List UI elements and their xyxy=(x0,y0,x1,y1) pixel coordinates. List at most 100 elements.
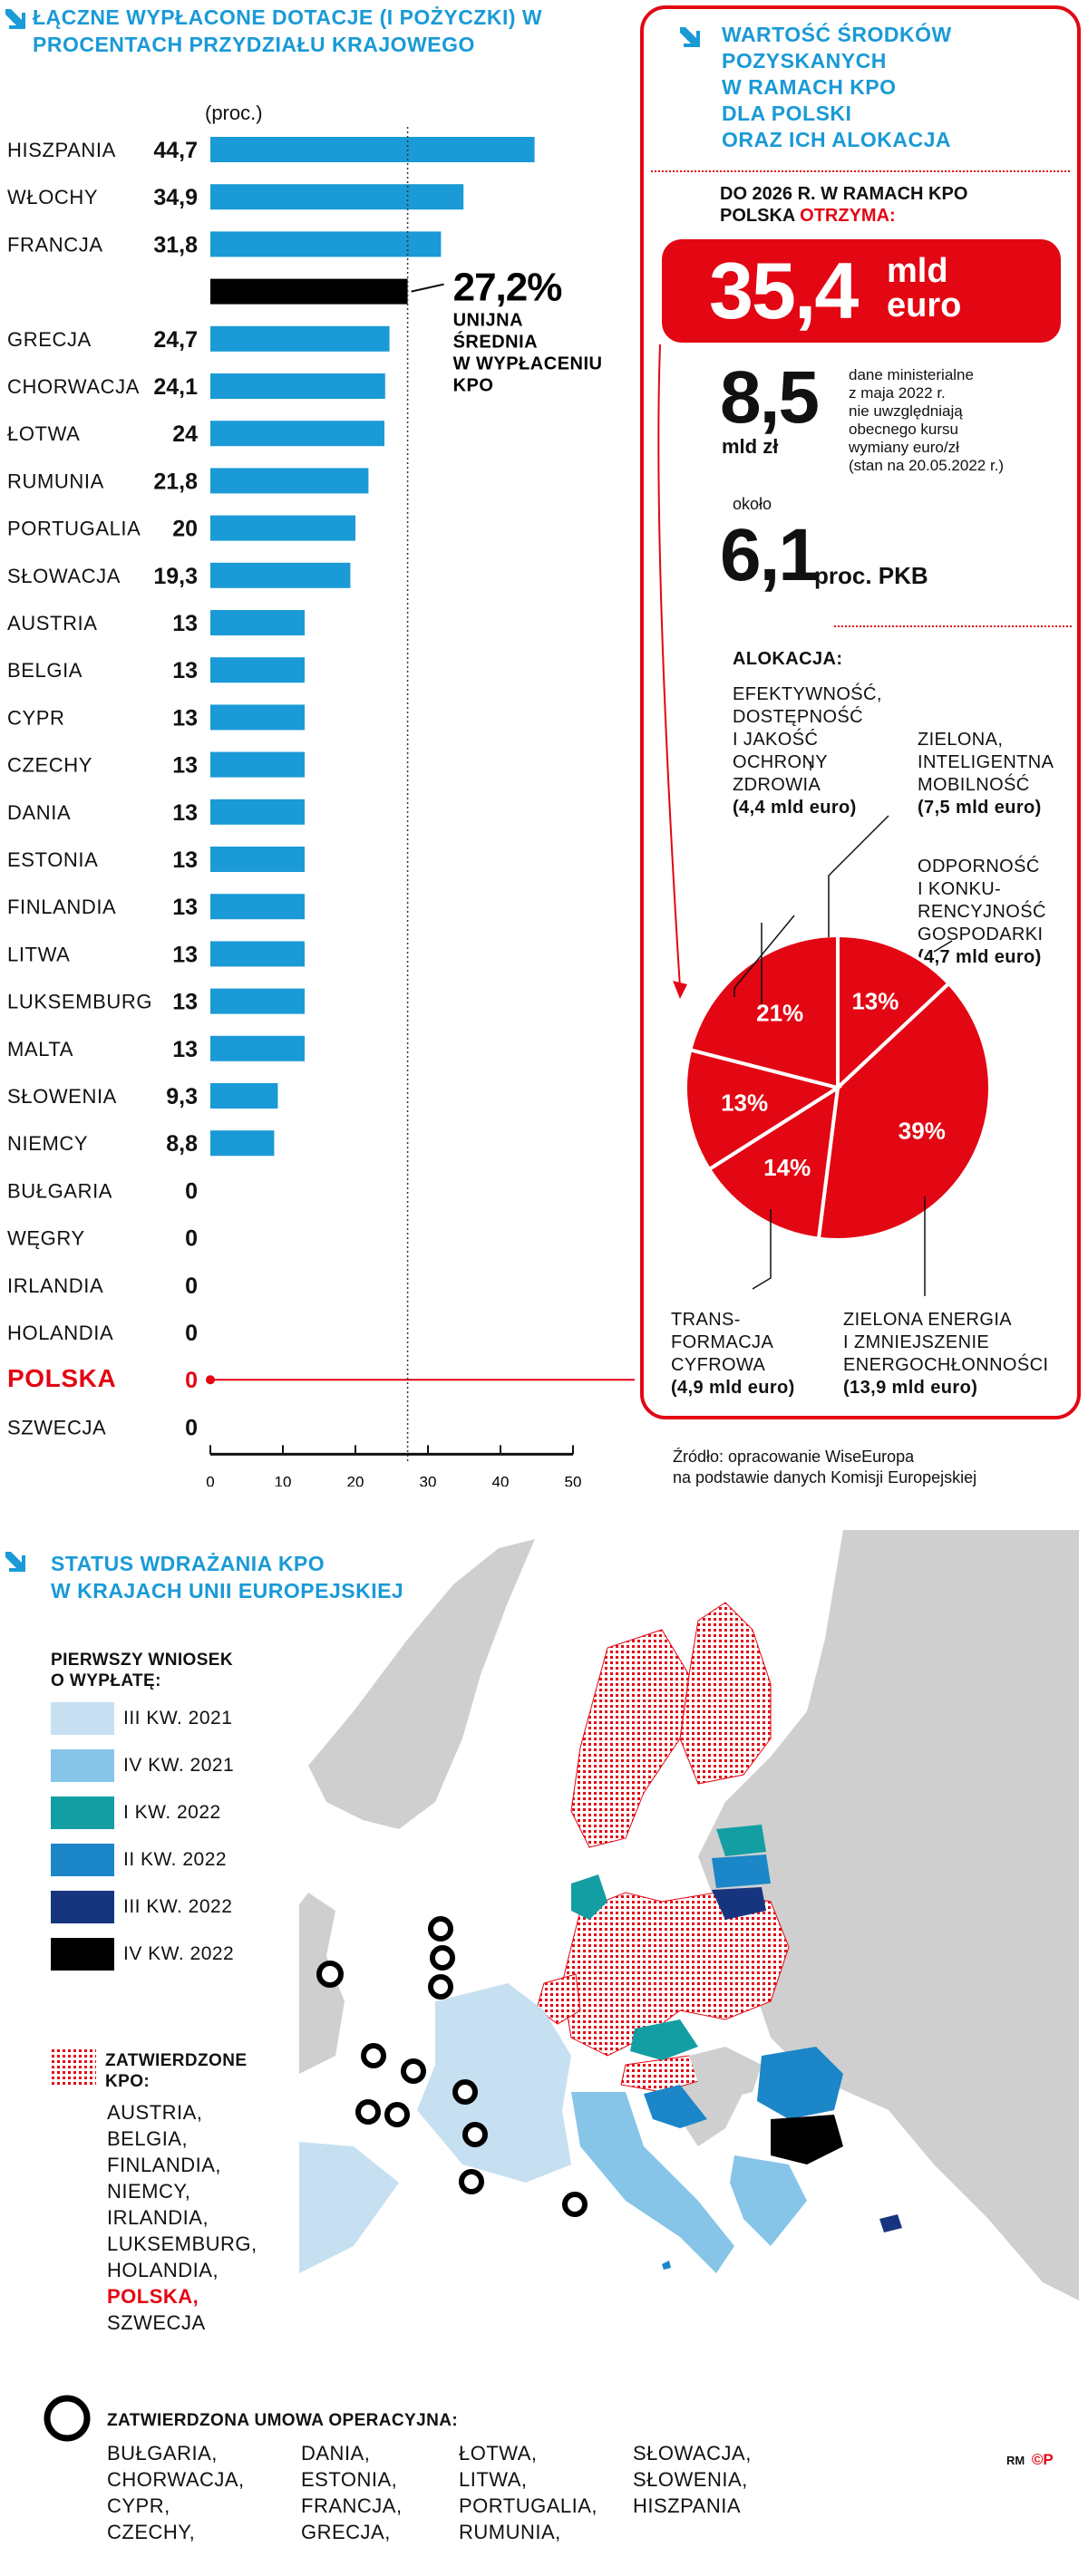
bar xyxy=(210,325,390,352)
amount-box: 35,4 mld euro xyxy=(662,239,1061,343)
value-label: 13 xyxy=(172,800,198,826)
bar xyxy=(210,941,305,967)
marker-slovenia xyxy=(355,2099,381,2125)
spain xyxy=(299,2142,399,2273)
pln-amount: 8,5 xyxy=(720,356,820,439)
value-label: 13 xyxy=(172,847,198,873)
romania xyxy=(757,2047,843,2119)
operational-marker-icon xyxy=(44,2395,91,2442)
category-label: PORTUGALIA xyxy=(7,518,141,540)
marker-lithuania xyxy=(428,1974,453,2000)
marker-romania xyxy=(452,2079,478,2105)
category-label: DANIA xyxy=(7,801,71,824)
value-label: 13 xyxy=(172,942,198,967)
marker-denmark xyxy=(316,1961,344,1988)
pkb-amount: 6,1 xyxy=(720,514,820,596)
value-label: 21,8 xyxy=(153,469,198,494)
malta xyxy=(662,2261,671,2270)
approved-list: AUSTRIA, BELGIA, FINLANDIA, NIEMCY, IRLA… xyxy=(107,2101,257,2334)
pln-note: dane ministerialne z maja 2022 r. nie uw… xyxy=(849,366,1005,474)
legend-label: IV KW. 2022 xyxy=(123,1943,235,1964)
value-label: 19,3 xyxy=(153,564,198,589)
pkb-unit: proc. PKB xyxy=(814,562,928,589)
value-label: 0 xyxy=(185,1226,198,1252)
austria xyxy=(620,2055,708,2093)
leader-resilience xyxy=(933,940,953,953)
category-label: CYPR xyxy=(7,706,65,729)
pkb-prefix: około xyxy=(733,495,772,513)
bar xyxy=(210,515,355,541)
category-label: ŁOTWA xyxy=(7,422,80,445)
value-label: 31,8 xyxy=(153,232,198,257)
value-label: 24,7 xyxy=(153,327,198,353)
pie-slice-label: 21% xyxy=(756,1000,803,1027)
pie-slice xyxy=(836,933,952,1092)
germany-poland-region xyxy=(561,1892,790,2057)
bar xyxy=(210,1083,278,1109)
approved-swatch xyxy=(51,2048,96,2085)
average-caption: ŚREDNIA xyxy=(453,331,539,353)
alloc-title: ALOKACJA: xyxy=(733,649,843,669)
chart-unit-label: (proc.) xyxy=(205,102,263,124)
france xyxy=(417,1983,571,2183)
marker-czechia xyxy=(361,2043,386,2068)
value-label: 13 xyxy=(172,658,198,683)
value-label: 13 xyxy=(172,895,198,920)
panel-intro: DO 2026 R. W RAMACH KPO POLSKA OTRZYMA: xyxy=(720,184,968,226)
pie-slice-label: 14% xyxy=(763,1154,811,1181)
alloc-resilience: ODPORNOŚĆ I KONKU- RENCYJNOŚĆ GOSPODARKI… xyxy=(918,857,1046,967)
x-tick-label: 30 xyxy=(420,1473,437,1487)
average-pointer xyxy=(411,283,444,293)
average-caption: UNIJNA xyxy=(453,311,523,331)
legend-title: PIERWSZY WNIOSEK O WYPŁATĘ: xyxy=(51,1651,234,1690)
category-label: GRECJA xyxy=(7,328,92,351)
alloc-mobility: ZIELONA, INTELIGENTNA MOBILNOŚĆ (7,5 mld… xyxy=(918,730,1054,818)
category-label: FRANCJA xyxy=(7,233,103,256)
category-label: NIEMCY xyxy=(7,1132,88,1155)
category-label: RUMUNIA xyxy=(7,470,104,492)
x-tick-label: 0 xyxy=(206,1473,214,1487)
croatia-slovenia xyxy=(644,2085,707,2128)
x-tick-label: 40 xyxy=(492,1473,510,1487)
pie-slice xyxy=(816,981,993,1243)
category-label: HOLANDIA xyxy=(7,1322,113,1344)
bar xyxy=(210,468,369,494)
legend-swatch-q3-2021 xyxy=(51,1702,114,1735)
credit: RM ©P xyxy=(1006,2451,1054,2468)
value-label: 0 xyxy=(185,1273,198,1299)
norway xyxy=(308,1539,535,1829)
category-label: CZECHY xyxy=(7,754,92,777)
x-tick-label: 50 xyxy=(565,1473,582,1487)
marker-croatia xyxy=(384,2102,410,2127)
panel-title: WARTOŚĆ ŚRODKÓW POZYSKANYCH W RAMACH KPO… xyxy=(722,23,952,151)
alloc-energy: ZIELONA ENERGIA I ZMNIEJSZENIE ENERGOCHŁ… xyxy=(843,1310,1049,1398)
value-label: 0 xyxy=(185,1178,198,1204)
operational-agreement-markers xyxy=(316,1916,588,2217)
category-label: LUKSEMBURG xyxy=(7,991,152,1013)
bar xyxy=(210,847,305,872)
value-label: 44,7 xyxy=(153,138,198,163)
operational-title: ZATWIERDZONA UMOWA OPERACYJNA: xyxy=(107,2411,459,2430)
average-caption: W WYPŁACENIU xyxy=(453,354,603,374)
value-label: 34,9 xyxy=(153,185,198,210)
panel-connector xyxy=(657,344,681,989)
bar xyxy=(210,1035,305,1061)
legend-label: IV KW. 2021 xyxy=(123,1755,235,1776)
x-tick-label: 10 xyxy=(275,1473,292,1487)
category-label: CHORWACJA xyxy=(7,375,140,398)
estonia xyxy=(716,1825,766,1856)
x-tick-label: 20 xyxy=(347,1473,364,1487)
bar xyxy=(210,751,305,778)
legend-swatch-q1-2022 xyxy=(51,1796,114,1829)
finland xyxy=(679,1602,772,1785)
category-label: IRLANDIA xyxy=(7,1274,103,1297)
category-label: AUSTRIA xyxy=(7,612,98,634)
marker-cyprus xyxy=(562,2192,588,2217)
category-label: HISZPANIA xyxy=(7,139,116,161)
bulgaria xyxy=(771,2115,843,2164)
value-label: 0 xyxy=(185,1368,198,1393)
arrow-down-right-icon xyxy=(5,1552,25,1572)
pie-slice xyxy=(706,1084,840,1241)
value-label: 13 xyxy=(172,990,198,1015)
value-label: 24 xyxy=(172,421,198,447)
